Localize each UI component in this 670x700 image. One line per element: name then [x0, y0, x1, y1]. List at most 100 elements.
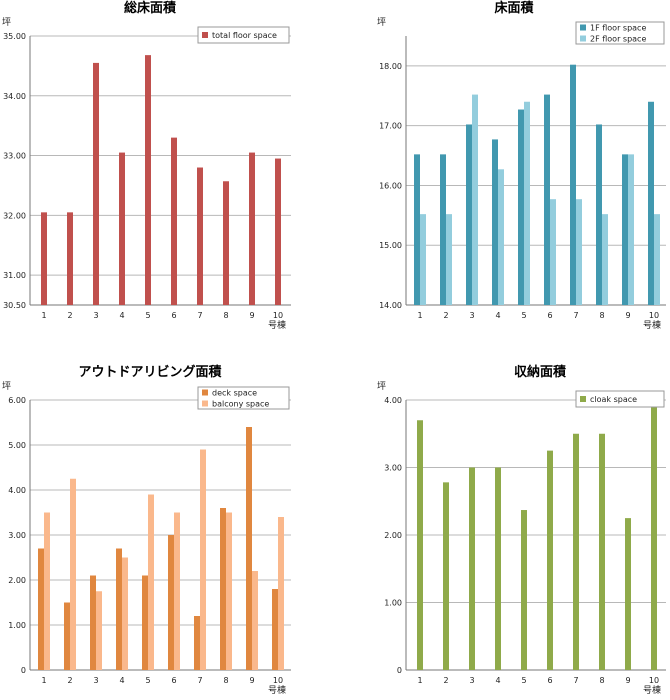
- x-tick-label: 4: [119, 676, 124, 685]
- bar: [414, 154, 420, 305]
- bar: [417, 420, 423, 670]
- legend-swatch: [202, 389, 208, 396]
- y-tick-label: 0: [21, 666, 26, 675]
- chart-title: 収納面積: [514, 364, 567, 380]
- x-axis-unit: 号棟: [643, 319, 661, 331]
- bar: [64, 602, 70, 670]
- bar: [573, 433, 579, 670]
- bar: [145, 55, 151, 305]
- bar: [466, 124, 472, 306]
- y-tick-label: 5.00: [8, 441, 26, 450]
- x-tick-label: 7: [197, 311, 202, 320]
- legend-label: deck space: [212, 389, 257, 398]
- y-tick-label: 35.00: [3, 32, 26, 41]
- bar: [41, 212, 47, 305]
- bar: [223, 181, 229, 305]
- y-tick-label: 3.00: [384, 464, 402, 473]
- y-tick-label: 15.00: [379, 241, 402, 250]
- y-tick-label: 0: [397, 666, 402, 675]
- chart-title: 床面積: [494, 0, 534, 16]
- y-tick-label: 16.00: [379, 181, 402, 190]
- y-tick-label: 31.00: [3, 271, 26, 280]
- bar: [174, 512, 180, 670]
- bar: [472, 94, 478, 306]
- bar: [200, 449, 206, 670]
- legend-box: [197, 26, 290, 44]
- y-axis-unit: 坪: [377, 17, 386, 28]
- bar: [272, 589, 278, 670]
- x-tick-label: 2: [443, 676, 448, 685]
- x-tick-label: 3: [469, 676, 474, 685]
- legend-box: [197, 386, 290, 410]
- bar: [446, 214, 452, 305]
- y-tick-label: 2.00: [384, 531, 402, 540]
- x-tick-label: 7: [197, 676, 202, 685]
- bar: [654, 214, 660, 305]
- bar: [492, 139, 498, 305]
- bar: [44, 512, 50, 670]
- bar: [142, 575, 148, 670]
- bar: [622, 154, 628, 305]
- legend-label: balcony space: [212, 400, 269, 409]
- bar: [246, 427, 252, 670]
- bar: [550, 199, 556, 305]
- x-tick-label: 6: [547, 311, 552, 320]
- legend-label: cloak space: [590, 395, 637, 404]
- x-tick-label: 2: [67, 676, 72, 685]
- bar: [278, 517, 284, 670]
- bar: [249, 152, 255, 305]
- bar: [544, 94, 550, 306]
- x-tick-label: 2: [443, 311, 448, 320]
- y-tick-label: 4.00: [384, 396, 402, 405]
- bar: [651, 400, 657, 670]
- y-tick-label: 32.00: [3, 211, 26, 220]
- x-tick-label: 8: [599, 676, 604, 685]
- bar: [498, 169, 504, 305]
- x-tick-label: 7: [573, 311, 578, 320]
- x-tick-label: 4: [119, 311, 124, 320]
- bar: [148, 494, 154, 670]
- x-axis-unit: 号棟: [268, 684, 286, 696]
- bar: [596, 124, 602, 306]
- bar: [67, 212, 73, 305]
- y-tick-label: 6.00: [8, 396, 26, 405]
- legend-swatch: [202, 32, 208, 38]
- bar: [420, 214, 426, 305]
- bar: [599, 433, 605, 670]
- x-tick-label: 3: [93, 676, 98, 685]
- x-tick-label: 1: [41, 676, 46, 685]
- bar: [122, 557, 128, 670]
- x-tick-label: 10: [649, 676, 659, 685]
- legend-box: [575, 21, 665, 45]
- y-tick-label: 30.50: [3, 301, 26, 310]
- x-tick-label: 1: [41, 311, 46, 320]
- x-tick-label: 9: [249, 311, 254, 320]
- chart-title: 総床面積: [124, 0, 177, 16]
- bar: [443, 482, 449, 670]
- y-axis-unit: 坪: [2, 381, 11, 392]
- x-tick-label: 5: [145, 311, 150, 320]
- y-tick-label: 1.00: [384, 599, 402, 608]
- legend-label: 2F floor space: [590, 35, 646, 44]
- chart-title: アウトドアリビング面積: [78, 364, 222, 380]
- bar: [275, 158, 281, 305]
- bar: [226, 512, 232, 670]
- bar: [93, 62, 99, 306]
- x-tick-label: 8: [599, 311, 604, 320]
- bar: [38, 548, 44, 670]
- y-tick-label: 4.00: [8, 486, 26, 495]
- bar: [116, 548, 122, 670]
- x-tick-label: 6: [547, 676, 552, 685]
- y-tick-label: 3.00: [8, 531, 26, 540]
- x-tick-label: 10: [273, 311, 283, 320]
- bar: [495, 467, 501, 670]
- x-tick-label: 4: [495, 311, 500, 320]
- x-tick-label: 6: [171, 676, 176, 685]
- y-tick-label: 2.00: [8, 576, 26, 585]
- y-axis-unit: 坪: [377, 381, 386, 392]
- legend-swatch: [202, 400, 208, 407]
- legend-swatch: [580, 396, 586, 402]
- x-tick-label: 9: [625, 311, 630, 320]
- legend-swatch: [580, 35, 586, 42]
